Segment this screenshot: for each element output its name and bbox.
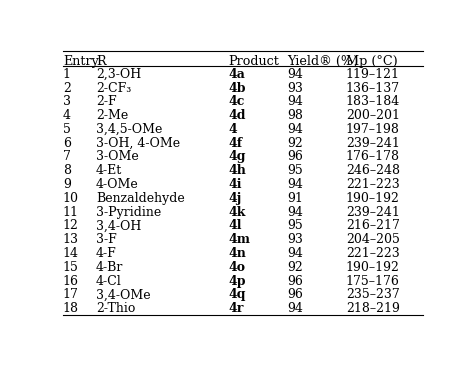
Text: 17: 17: [63, 288, 79, 301]
Text: 96: 96: [287, 275, 303, 288]
Text: 4a: 4a: [228, 68, 245, 81]
Text: 4g: 4g: [228, 150, 246, 163]
Text: 4p: 4p: [228, 275, 246, 288]
Text: 91: 91: [287, 192, 303, 205]
Text: 4c: 4c: [228, 95, 245, 108]
Text: 4q: 4q: [228, 288, 246, 301]
Text: 1: 1: [63, 68, 71, 81]
Text: 93: 93: [287, 82, 303, 94]
Text: 16: 16: [63, 275, 79, 288]
Text: 13: 13: [63, 233, 79, 246]
Text: 4l: 4l: [228, 219, 242, 232]
Text: 12: 12: [63, 219, 79, 232]
Text: 176–178: 176–178: [346, 150, 400, 163]
Text: 94: 94: [287, 206, 303, 219]
Text: 218–219: 218–219: [346, 302, 400, 315]
Text: 4o: 4o: [228, 261, 245, 274]
Text: 11: 11: [63, 206, 79, 219]
Text: 4-Cl: 4-Cl: [96, 275, 122, 288]
Text: 94: 94: [287, 178, 303, 191]
Text: 6: 6: [63, 137, 71, 150]
Text: 95: 95: [287, 219, 303, 232]
Text: 7: 7: [63, 150, 71, 163]
Text: 9: 9: [63, 178, 71, 191]
Text: 3-OMe: 3-OMe: [96, 150, 139, 163]
Text: 3-Pyridine: 3-Pyridine: [96, 206, 161, 219]
Text: Yield® (%): Yield® (%): [287, 55, 358, 68]
Text: 200–201: 200–201: [346, 109, 400, 122]
Text: 190–192: 190–192: [346, 261, 400, 274]
Text: Product: Product: [228, 55, 279, 68]
Text: 96: 96: [287, 150, 303, 163]
Text: 221–223: 221–223: [346, 178, 400, 191]
Text: 94: 94: [287, 247, 303, 260]
Text: 239–241: 239–241: [346, 206, 400, 219]
Text: 4: 4: [63, 109, 71, 122]
Text: 204–205: 204–205: [346, 233, 400, 246]
Text: 136–137: 136–137: [346, 82, 400, 94]
Text: 190–192: 190–192: [346, 192, 400, 205]
Text: 4h: 4h: [228, 164, 246, 177]
Text: 4k: 4k: [228, 206, 246, 219]
Text: 175–176: 175–176: [346, 275, 400, 288]
Text: 4i: 4i: [228, 178, 242, 191]
Text: 221–223: 221–223: [346, 247, 400, 260]
Text: 4-Et: 4-Et: [96, 164, 122, 177]
Text: 4m: 4m: [228, 233, 250, 246]
Text: 3,4-OH: 3,4-OH: [96, 219, 141, 232]
Text: 3-OH, 4-OMe: 3-OH, 4-OMe: [96, 137, 180, 150]
Text: 10: 10: [63, 192, 79, 205]
Text: 4f: 4f: [228, 137, 242, 150]
Text: 183–184: 183–184: [346, 95, 400, 108]
Text: 3: 3: [63, 95, 71, 108]
Text: 4: 4: [228, 123, 237, 136]
Text: 95: 95: [287, 164, 303, 177]
Text: 119–121: 119–121: [346, 68, 400, 81]
Text: 98: 98: [287, 109, 303, 122]
Text: 5: 5: [63, 123, 71, 136]
Text: 2,3-OH: 2,3-OH: [96, 68, 141, 81]
Text: 18: 18: [63, 302, 79, 315]
Text: 96: 96: [287, 288, 303, 301]
Text: 94: 94: [287, 123, 303, 136]
Text: 94: 94: [287, 68, 303, 81]
Text: 4b: 4b: [228, 82, 246, 94]
Text: 4r: 4r: [228, 302, 244, 315]
Text: 14: 14: [63, 247, 79, 260]
Text: 94: 94: [287, 302, 303, 315]
Text: 239–241: 239–241: [346, 137, 400, 150]
Text: 4-F: 4-F: [96, 247, 117, 260]
Text: 246–248: 246–248: [346, 164, 400, 177]
Text: 4j: 4j: [228, 192, 241, 205]
Text: 92: 92: [287, 261, 303, 274]
Text: 4-Br: 4-Br: [96, 261, 123, 274]
Text: 93: 93: [287, 233, 303, 246]
Text: 92: 92: [287, 137, 303, 150]
Text: 8: 8: [63, 164, 71, 177]
Text: 2-F: 2-F: [96, 95, 117, 108]
Text: R: R: [96, 55, 106, 68]
Text: 2-Thio: 2-Thio: [96, 302, 136, 315]
Text: 3,4,5-OMe: 3,4,5-OMe: [96, 123, 163, 136]
Text: 2-Me: 2-Me: [96, 109, 128, 122]
Text: Benzaldehyde: Benzaldehyde: [96, 192, 185, 205]
Text: 216–217: 216–217: [346, 219, 400, 232]
Text: 197–198: 197–198: [346, 123, 400, 136]
Text: 4n: 4n: [228, 247, 246, 260]
Text: 4-OMe: 4-OMe: [96, 178, 139, 191]
Text: Mp (°C): Mp (°C): [346, 55, 398, 68]
Text: 4d: 4d: [228, 109, 246, 122]
Text: 15: 15: [63, 261, 79, 274]
Text: 3,4-OMe: 3,4-OMe: [96, 288, 151, 301]
Text: Entry: Entry: [63, 55, 99, 68]
Text: 235–237: 235–237: [346, 288, 400, 301]
Text: 94: 94: [287, 95, 303, 108]
Text: 3-F: 3-F: [96, 233, 117, 246]
Text: 2-CF₃: 2-CF₃: [96, 82, 131, 94]
Text: 2: 2: [63, 82, 71, 94]
